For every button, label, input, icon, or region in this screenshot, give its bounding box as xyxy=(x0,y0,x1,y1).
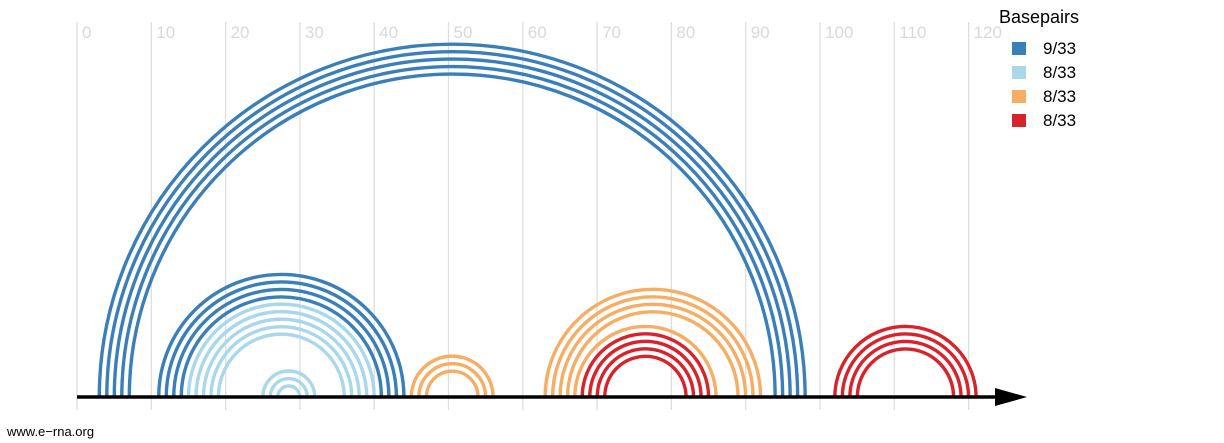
sequence-axis xyxy=(77,388,1027,406)
basepair-arc xyxy=(120,64,785,398)
legend-swatch xyxy=(1012,42,1026,55)
footer-url: www.e−rna.org xyxy=(7,424,95,439)
legend: Basepairs 9/33 8/33 8/33 8/33 xyxy=(999,7,1079,130)
basepair-arc xyxy=(409,354,495,398)
basepair-arc xyxy=(179,295,384,398)
legend-label: 8/33 xyxy=(1043,111,1076,130)
basepair-arc xyxy=(157,272,406,398)
legend-label: 9/33 xyxy=(1043,39,1076,58)
basepair-arc xyxy=(580,332,711,398)
basepair-arc xyxy=(127,72,777,398)
basepair-arc xyxy=(261,369,317,398)
basepair-arc xyxy=(840,332,971,398)
x-tick-label: 60 xyxy=(528,23,547,42)
legend-swatch xyxy=(1012,66,1026,79)
x-tick-label: 0 xyxy=(82,23,91,42)
legend-swatch xyxy=(1012,90,1026,103)
basepair-arcs xyxy=(97,42,978,398)
basepair-arc xyxy=(417,361,488,398)
x-tick-label: 80 xyxy=(676,23,695,42)
basepair-arc xyxy=(588,339,703,398)
basepair-arc xyxy=(209,324,354,398)
basepair-arc xyxy=(164,280,399,398)
basepair-arc xyxy=(97,42,807,398)
x-tick-label: 10 xyxy=(156,23,175,42)
basepair-arc xyxy=(550,295,755,398)
x-tick-label: 120 xyxy=(974,23,1002,42)
basepair-arc xyxy=(848,339,963,398)
legend-title: Basepairs xyxy=(999,7,1079,27)
x-tick-label: 100 xyxy=(825,23,853,42)
basepair-arc xyxy=(216,332,346,398)
basepair-arc xyxy=(603,354,688,398)
basepair-arc xyxy=(172,287,391,398)
basepair-arc xyxy=(194,310,369,398)
basepair-arc xyxy=(112,57,792,398)
basepair-arc xyxy=(201,317,361,398)
basepair-arc xyxy=(543,287,763,398)
legend-label: 8/33 xyxy=(1043,63,1076,82)
basepair-arc xyxy=(186,302,376,398)
basepair-arc xyxy=(565,310,740,398)
basepair-arc xyxy=(558,302,748,398)
x-tick-label: 20 xyxy=(231,23,250,42)
basepair-arc xyxy=(855,347,956,398)
basepair-arc xyxy=(424,369,480,398)
basepair-arc xyxy=(268,376,309,398)
x-tick-label: 110 xyxy=(899,23,926,42)
axis-arrowhead xyxy=(995,388,1027,406)
legend-label: 8/33 xyxy=(1043,87,1076,106)
basepair-arc xyxy=(573,324,718,398)
legend-swatch xyxy=(1012,114,1026,127)
basepair-arc xyxy=(276,384,302,398)
x-tick-label: 50 xyxy=(454,23,473,42)
basepair-arc xyxy=(833,324,978,398)
x-tick-label: 40 xyxy=(379,23,398,42)
basepair-arc xyxy=(595,347,696,398)
x-tick-label: 70 xyxy=(602,23,621,42)
x-tick-label: 90 xyxy=(751,23,770,42)
x-tick-label: 30 xyxy=(305,23,324,42)
basepair-arc xyxy=(105,49,800,398)
